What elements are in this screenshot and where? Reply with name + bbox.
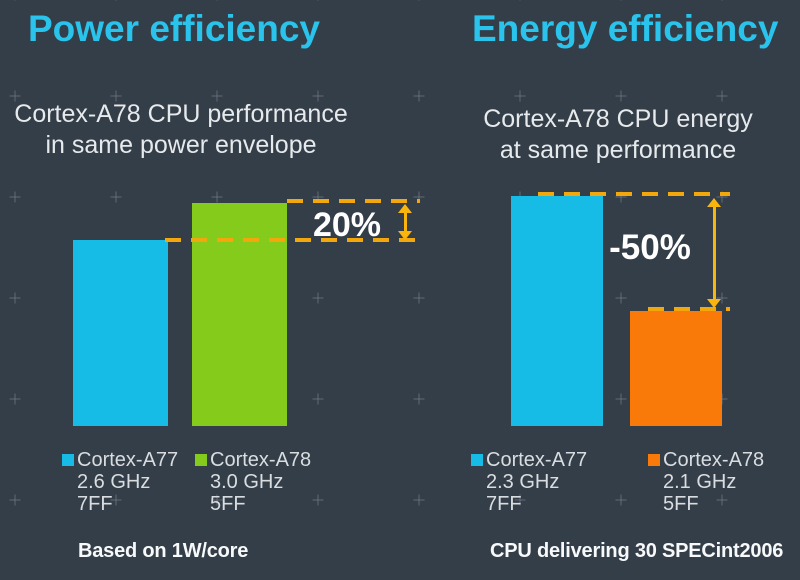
energy-bar-cortex-a77 xyxy=(511,196,603,426)
legend-name-row: Cortex-A77 xyxy=(62,449,178,471)
energy-subtitle-line2: at same performance xyxy=(499,136,737,164)
power-legend-item-a78: Cortex-A78 3.0 GHz 5FF xyxy=(195,449,311,515)
arrow-shaft xyxy=(712,207,716,299)
power-panel-subtitle: Cortex-A78 CPU performance in same power… xyxy=(0,99,362,161)
legend-frequency: 2.6 GHz xyxy=(77,471,151,493)
energy-footer-note: CPU delivering 30 SPECint2006 xyxy=(490,540,784,562)
legend-name-row: Cortex-A77 xyxy=(471,449,587,471)
arrow-shaft xyxy=(403,213,407,231)
energy-panel-subtitle: Cortex-A78 CPU energy at same performanc… xyxy=(447,104,789,166)
energy-delta-arrow-icon xyxy=(706,198,722,308)
power-subtitle-line2: in same power envelope xyxy=(45,131,317,159)
cortex-a77-swatch-icon xyxy=(471,454,483,466)
cortex-a78-swatch-icon xyxy=(648,454,660,466)
energy-bar-cortex-a78 xyxy=(630,311,722,426)
power-panel-title: Power efficiency xyxy=(28,8,321,49)
power-top-dashed-line xyxy=(287,199,420,203)
cortex-a78-swatch-icon xyxy=(195,454,207,466)
power-delta-arrow-icon xyxy=(397,204,413,240)
arrow-down-head-icon xyxy=(398,231,412,240)
legend-name: Cortex-A78 xyxy=(663,449,765,471)
arrow-up-head-icon xyxy=(398,204,412,213)
power-bar-cortex-a78 xyxy=(192,203,287,426)
arrow-down-head-icon xyxy=(707,299,721,308)
power-delta-label: 20% xyxy=(312,206,382,244)
legend-process-node: 7FF xyxy=(486,493,522,515)
legend-name-row: Cortex-A78 xyxy=(195,449,311,471)
energy-legend-item-a78: Cortex-A78 2.1 GHz 5FF xyxy=(648,449,764,515)
power-bar-cortex-a77 xyxy=(73,240,168,426)
power-footer-note: Based on 1W/core xyxy=(78,540,249,562)
power-subtitle-line1: Cortex-A78 CPU performance xyxy=(14,100,348,128)
energy-legend-item-a77: Cortex-A77 2.3 GHz 7FF xyxy=(471,449,587,515)
energy-panel-title: Energy efficiency xyxy=(472,8,779,49)
legend-name: Cortex-A77 xyxy=(486,449,588,471)
cortex-a77-swatch-icon xyxy=(62,454,74,466)
legend-frequency: 3.0 GHz xyxy=(210,471,284,493)
legend-process-node: 5FF xyxy=(210,493,246,515)
legend-process-node: 5FF xyxy=(663,493,699,515)
legend-process-node: 7FF xyxy=(77,493,113,515)
legend-name: Cortex-A77 xyxy=(77,449,179,471)
power-legend-item-a77: Cortex-A77 2.6 GHz 7FF xyxy=(62,449,178,515)
legend-name-row: Cortex-A78 xyxy=(648,449,764,471)
legend-name: Cortex-A78 xyxy=(210,449,312,471)
energy-top-dashed-line xyxy=(538,192,730,196)
legend-frequency: 2.1 GHz xyxy=(663,471,737,493)
arrow-up-head-icon xyxy=(707,198,721,207)
legend-frequency: 2.3 GHz xyxy=(486,471,560,493)
energy-subtitle-line1: Cortex-A78 CPU energy xyxy=(483,105,753,133)
energy-delta-label: -50% xyxy=(609,228,691,267)
